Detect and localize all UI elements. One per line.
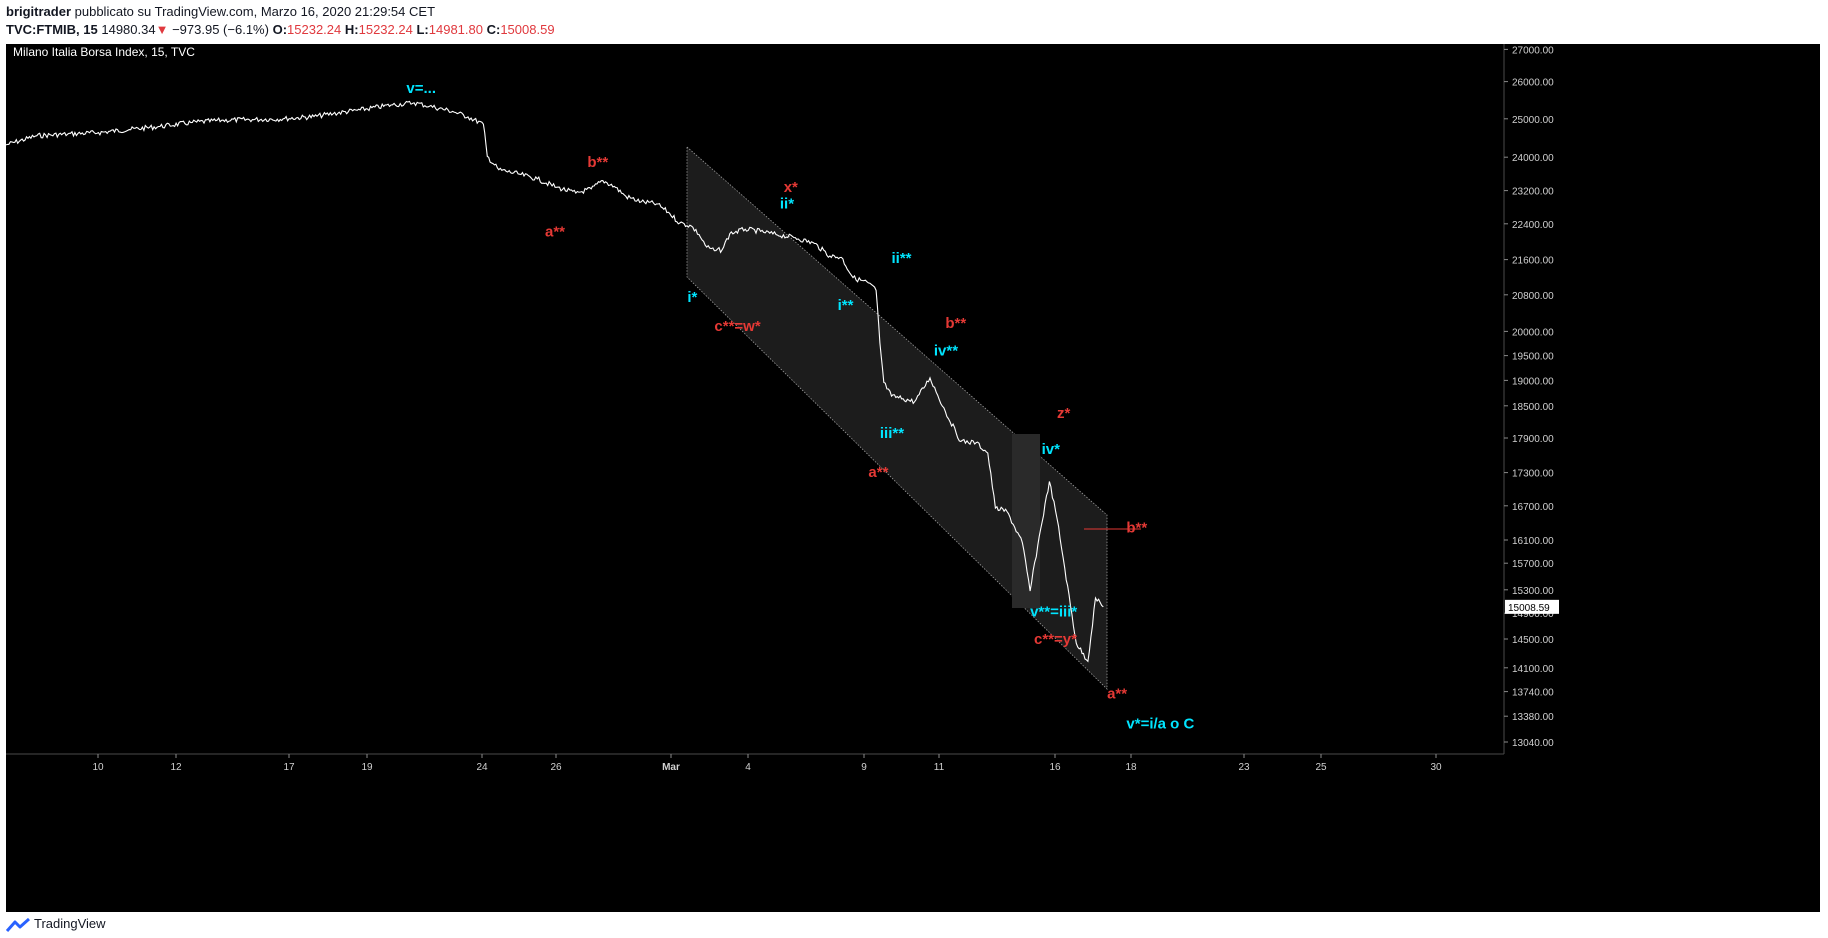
wave-label-red[interactable]: x* bbox=[784, 179, 798, 196]
y-tick-label: 15300.00 bbox=[1512, 586, 1554, 597]
wave-label-cyan[interactable]: i* bbox=[687, 289, 697, 306]
y-tick-label: 27000.00 bbox=[1512, 45, 1554, 56]
x-tick-label: 19 bbox=[361, 762, 373, 773]
y-tick-label: 25000.00 bbox=[1512, 115, 1554, 126]
x-tick-label: 30 bbox=[1430, 762, 1442, 773]
price-chart[interactable]: Milano Italia Borsa Index, 15, TVC v=... b… bbox=[6, 44, 1820, 914]
down-arrow-icon: ▼ bbox=[155, 22, 169, 37]
wave-label-red[interactable]: b** bbox=[1126, 520, 1147, 537]
y-tick-label: 18500.00 bbox=[1512, 402, 1554, 413]
symbol-line: TVC:FTMIB, 15 14980.34▼ −973.95 (−6.1%) … bbox=[6, 22, 555, 37]
wave-label-cyan[interactable]: v=... bbox=[406, 80, 436, 97]
x-tick-label: 23 bbox=[1238, 762, 1250, 773]
last-price: 14980.34 bbox=[101, 22, 156, 37]
x-axis: 10 12 17 19 24 26 Mar 4 9 11 16 18 23 25 30 bbox=[92, 754, 1442, 773]
wave-label-red[interactable]: a** bbox=[868, 464, 888, 481]
price-line[interactable] bbox=[6, 100, 1104, 663]
y-tick-label: 19000.00 bbox=[1512, 376, 1554, 387]
last-price-tag-label: 15008.59 bbox=[1508, 603, 1550, 614]
y-tick-label: 20800.00 bbox=[1512, 291, 1554, 302]
high-value: 15232.24 bbox=[358, 22, 413, 37]
tradingview-logo-icon[interactable] bbox=[6, 918, 32, 932]
y-tick-label: 17300.00 bbox=[1512, 469, 1554, 480]
open-value: 15232.24 bbox=[287, 22, 342, 37]
low-value: 14981.80 bbox=[428, 22, 483, 37]
wave-label-cyan[interactable]: iv** bbox=[934, 343, 958, 360]
wave-annotations: v=... b** a** x*ii* i* c**=w* ii** i** b** iv** ii… bbox=[406, 80, 1194, 732]
x-tick-label: 17 bbox=[283, 762, 295, 773]
y-tick-label: 16700.00 bbox=[1512, 502, 1554, 513]
low-label: L: bbox=[416, 22, 429, 37]
wave-label-cyan[interactable]: iii** bbox=[880, 425, 904, 442]
wave-label-red[interactable]: c**=y* bbox=[1034, 631, 1077, 648]
wave-label-cyan[interactable]: i** bbox=[838, 297, 854, 314]
wave-label-cyan[interactable]: v**=iii* bbox=[1030, 603, 1077, 620]
y-tick-label: 16100.00 bbox=[1512, 536, 1554, 547]
wave-label-red[interactable]: b** bbox=[587, 154, 608, 171]
wave-label-cyan[interactable]: v*=i/a o C bbox=[1126, 715, 1194, 732]
y-tick-label: 23200.00 bbox=[1512, 187, 1554, 198]
close-value: 15008.59 bbox=[500, 22, 555, 37]
y-tick-label: 15700.00 bbox=[1512, 559, 1554, 570]
x-axis-area[interactable] bbox=[6, 754, 1504, 914]
highlight-box bbox=[1012, 434, 1040, 608]
y-tick-label: 13380.00 bbox=[1512, 712, 1554, 723]
last-price-tag-box bbox=[1505, 599, 1559, 614]
y-tick-label: 19500.00 bbox=[1512, 352, 1554, 363]
x-tick-label: 10 bbox=[92, 762, 104, 773]
price-change: −973.95 (−6.1%) bbox=[172, 22, 269, 37]
wave-label-cyan[interactable]: iv* bbox=[1042, 441, 1061, 458]
x-tick-label: 11 bbox=[934, 762, 945, 773]
x-tick-label: 26 bbox=[550, 762, 562, 773]
wave-label-red[interactable]: a** bbox=[545, 223, 565, 240]
wave-label-cyan[interactable]: ii* bbox=[780, 195, 794, 212]
x-tick-label: 16 bbox=[1049, 762, 1061, 773]
wave-label-red[interactable]: c**=w* bbox=[714, 318, 760, 335]
y-tick-label: 17900.00 bbox=[1512, 434, 1554, 445]
tradingview-brand[interactable]: TradingView bbox=[34, 916, 106, 931]
high-label: H: bbox=[344, 22, 359, 37]
x-tick-label: 24 bbox=[476, 762, 488, 773]
y-axis: 27000.00 26000.00 25000.00 24000.00 23200.00… bbox=[1504, 45, 1554, 749]
symbol-label: TVC:FTMIB, 15 bbox=[6, 22, 98, 37]
channel-band bbox=[686, 146, 1108, 690]
wave-label-red[interactable]: b** bbox=[945, 315, 966, 332]
y-axis-area[interactable] bbox=[1504, 44, 1820, 914]
chart-title: Milano Italia Borsa Index, 15, TVC bbox=[13, 45, 195, 59]
published-text: pubblicato su TradingView.com, Marzo 16,… bbox=[74, 4, 436, 19]
close-label: C: bbox=[486, 22, 501, 37]
last-price-tag: 15008.59 bbox=[1505, 599, 1559, 614]
y-tick-label: 14500.00 bbox=[1512, 635, 1554, 646]
open-label: O: bbox=[272, 22, 288, 37]
y-tick-label: 13740.00 bbox=[1512, 688, 1554, 699]
y-tick-label: 22400.00 bbox=[1512, 220, 1554, 231]
y-tick-label: 26000.00 bbox=[1512, 78, 1554, 89]
publisher-line: brigitrader pubblicato su TradingView.co… bbox=[6, 4, 435, 19]
y-tick-label: 20000.00 bbox=[1512, 327, 1554, 338]
y-tick-label: 14900.00 bbox=[1512, 609, 1554, 620]
wave-label-cyan[interactable]: ii** bbox=[892, 250, 912, 267]
chart-header: brigitrader pubblicato su TradingView.co… bbox=[0, 0, 1828, 44]
plot-area[interactable] bbox=[6, 44, 1504, 754]
x-tick-label: 4 bbox=[745, 762, 751, 773]
x-tick-label: 9 bbox=[861, 762, 867, 773]
x-tick-label: 25 bbox=[1315, 762, 1327, 773]
x-tick-label: 18 bbox=[1125, 762, 1137, 773]
x-tick-label: Mar bbox=[662, 762, 680, 773]
y-tick-label: 13040.00 bbox=[1512, 738, 1554, 749]
wave-label-red[interactable]: a** bbox=[1107, 685, 1127, 702]
wave-label-red[interactable]: z* bbox=[1057, 405, 1071, 422]
descending-channel[interactable] bbox=[686, 146, 1141, 690]
x-tick-label: 12 bbox=[170, 762, 182, 773]
y-tick-label: 14100.00 bbox=[1512, 664, 1554, 675]
chart-footer: TradingView bbox=[0, 912, 1828, 938]
y-tick-label: 24000.00 bbox=[1512, 153, 1554, 164]
y-tick-label: 21600.00 bbox=[1512, 256, 1554, 267]
publisher-name[interactable]: brigitrader bbox=[6, 4, 72, 19]
